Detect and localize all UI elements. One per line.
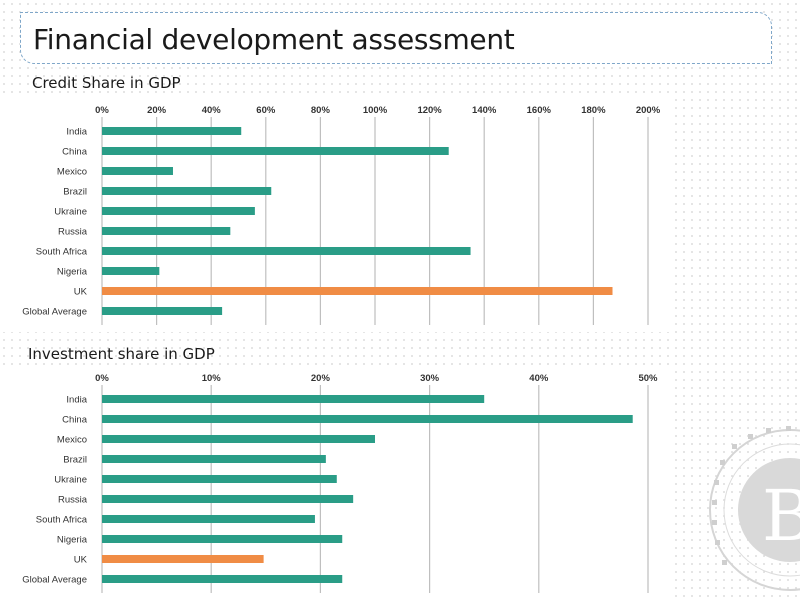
investment-bar [102,575,343,583]
credit-bar [102,247,471,255]
credit-category-label: UK [74,287,88,298]
credit-tick-label: 60% [256,105,276,116]
credit-category-label: Mexico [57,167,87,178]
investment-category-label: UK [74,555,88,566]
svg-text:B: B [762,475,800,557]
investment-category-label: Nigeria [57,535,88,546]
investment-category-label: Brazil [63,455,87,466]
credit-bar [102,127,242,135]
investment-share-chart: 0% 10% 20% 30% 40% 50% India China Mexico Brazil U… [0,365,670,600]
investment-tick-label: 30% [420,373,440,384]
credit-bar [102,307,223,315]
investment-category-label: Russia [58,495,88,506]
credit-category-label: Russia [58,227,88,238]
credit-tick-label: 100% [363,105,388,116]
investment-bar [102,515,315,523]
credit-share-chart: 0% 20% 40% 60% 80% 100% 120% 140% 160% 180% 200% In… [0,97,670,332]
credit-bar [102,227,231,235]
investment-chart-title: Investment share in GDP [28,345,215,363]
credit-tick-label: 200% [636,105,661,116]
credit-tick-label: 180% [581,105,606,116]
credit-bar [102,287,613,295]
investment-bar [102,395,485,403]
investment-tick-label: 40% [529,373,549,384]
credit-bar [102,167,173,175]
credit-category-label: China [62,147,88,158]
investment-bar [102,475,337,483]
credit-bar [102,207,255,215]
credit-chart-title: Credit Share in GDP [32,74,181,92]
slide-title: Financial development assessment [33,23,515,56]
credit-tick-label: 20% [147,105,167,116]
university-seal-logo: B [709,426,800,591]
title-box: Financial development assessment [20,12,772,64]
credit-category-label: South Africa [36,247,88,258]
investment-category-label: Global Average [22,575,87,586]
credit-tick-label: 120% [417,105,442,116]
credit-bar [102,267,160,275]
credit-tick-label: 160% [527,105,552,116]
credit-tick-label: 140% [472,105,497,116]
investment-category-label: India [66,395,87,406]
investment-bar [102,455,326,463]
investment-bar [102,435,375,443]
credit-category-label: Brazil [63,187,87,198]
investment-tick-label: 50% [638,373,658,384]
investment-bar [102,415,633,423]
credit-category-label: Nigeria [57,267,88,278]
investment-bar [102,495,354,503]
credit-bar [102,187,272,195]
investment-tick-label: 0% [95,373,109,384]
investment-bar [102,535,343,543]
investment-bar [102,555,264,563]
investment-category-label: South Africa [36,515,88,526]
investment-tick-label: 20% [311,373,331,384]
credit-tick-label: 40% [202,105,222,116]
investment-category-label: China [62,415,88,426]
credit-category-label: India [66,127,87,138]
investment-category-label: Ukraine [54,475,87,486]
credit-category-label: Global Average [22,307,87,318]
credit-category-label: Ukraine [54,207,87,218]
investment-tick-label: 10% [202,373,222,384]
investment-category-label: Mexico [57,435,87,446]
credit-tick-label: 0% [95,105,109,116]
credit-tick-label: 80% [311,105,331,116]
credit-bar [102,147,449,155]
